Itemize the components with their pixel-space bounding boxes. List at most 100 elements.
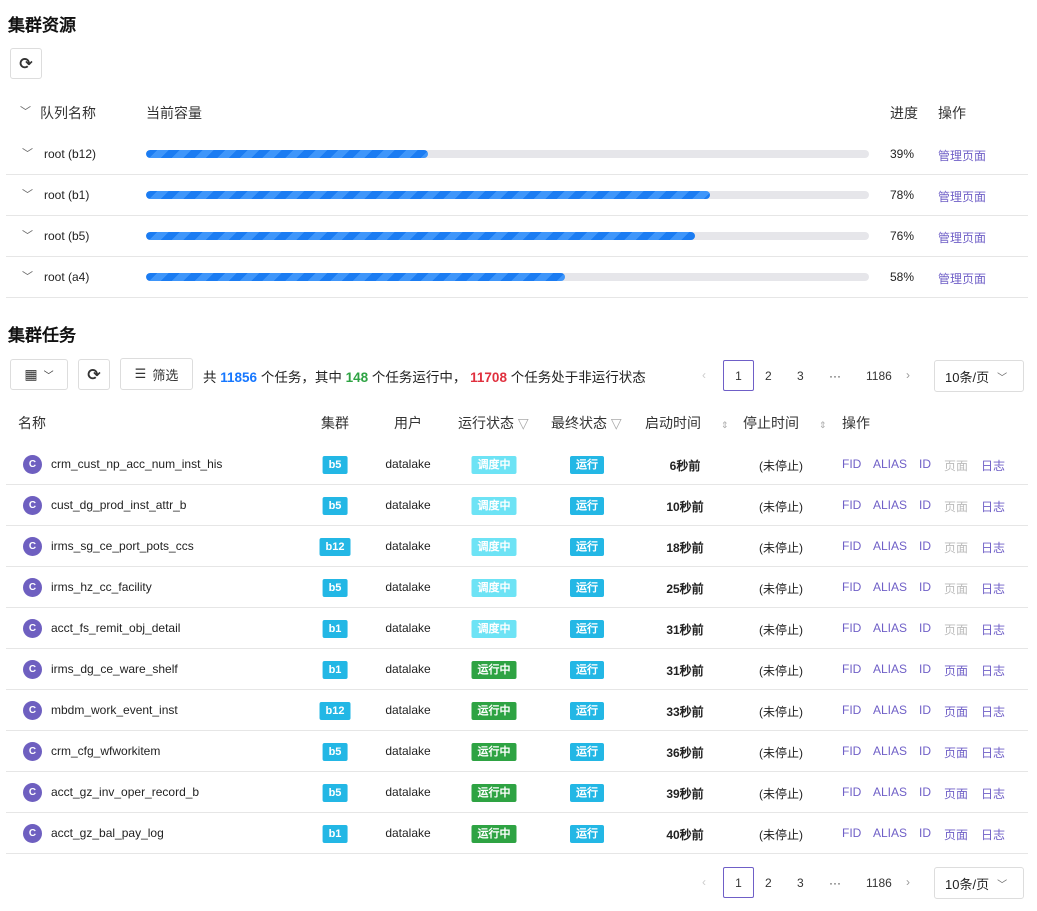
op-link-link[interactable]: 页面 [944,541,969,555]
task-name[interactable]: acct_fs_remit_obj_detail [51,621,181,635]
op-id-link[interactable]: ID [919,498,931,512]
op-id-link[interactable]: ID [919,580,931,594]
op-alias-link[interactable]: ALIAS [873,580,908,594]
op-alias-link[interactable]: ALIAS [873,539,908,553]
op-link-link[interactable]: 日志 [981,787,1006,801]
op-id-link[interactable]: ID [919,457,931,471]
prev-page-icon[interactable]: ‹ [702,875,706,889]
page-0[interactable]: 1 [723,867,754,898]
op-link-link[interactable]: 页面 [944,500,969,514]
op-link-link[interactable]: 日志 [981,705,1006,719]
op-link-link[interactable]: 页面 [944,746,969,760]
op-alias-link[interactable]: ALIAS [873,703,908,717]
page-0[interactable]: 1 [723,360,754,391]
header-final-state[interactable]: 最终状态 ▽ [551,413,622,433]
task-name[interactable]: cust_dg_prod_inst_attr_b [51,498,187,512]
op-alias-link[interactable]: ALIAS [873,662,908,676]
task-name[interactable]: irms_sg_ce_port_pots_ccs [51,539,194,553]
op-fid-link[interactable]: FID [842,703,862,717]
page-2[interactable]: 3 [797,876,804,890]
op-fid-link[interactable]: FID [842,580,862,594]
expand-all-icon[interactable]: ﹀ [20,106,31,118]
op-fid-link[interactable]: FID [842,539,862,553]
next-page-icon[interactable]: › [906,875,910,889]
op-fid-link[interactable]: FID [842,621,862,635]
prev-page-icon[interactable]: ‹ [702,368,706,382]
refresh-tasks-button[interactable]: ⟳ [78,359,110,390]
expand-icon[interactable]: ﹀ [22,148,33,160]
filter-icon[interactable]: ▽ [610,415,622,431]
op-link-link[interactable]: 日志 [981,541,1006,555]
task-name[interactable]: crm_cfg_wfworkitem [51,744,161,758]
page-1[interactable]: 2 [765,876,772,890]
op-fid-link[interactable]: FID [842,662,862,676]
page-1[interactable]: 2 [765,369,772,383]
header-run-state[interactable]: 运行状态 ▽ [458,413,529,433]
page-3[interactable]: ··· [829,876,841,890]
op-alias-link[interactable]: ALIAS [873,785,908,799]
next-page-icon[interactable]: › [906,368,910,382]
page-size-select[interactable]: 10条/页 ﹀ [934,867,1024,899]
op-alias-link[interactable]: ALIAS [873,621,908,635]
op-id-link[interactable]: ID [919,785,931,799]
manage-page-link[interactable]: 管理页面 [938,149,987,163]
page-3[interactable]: ··· [829,369,841,383]
op-link-link[interactable]: 页面 [944,623,969,637]
op-link-link[interactable]: 页面 [944,664,969,678]
op-link-link[interactable]: 日志 [981,828,1006,842]
op-id-link[interactable]: ID [919,662,931,676]
op-link-link[interactable]: 页面 [944,582,969,596]
header-start-time[interactable]: 启动时间 ⇕ [645,413,728,433]
op-fid-link[interactable]: FID [842,744,862,758]
op-link-link[interactable]: 页面 [944,705,969,719]
op-id-link[interactable]: ID [919,744,931,758]
filter-icon[interactable]: ▽ [517,415,529,431]
filter-button[interactable]: ☰ 筛选 [120,358,193,390]
manage-page-link[interactable]: 管理页面 [938,231,987,245]
task-name[interactable]: crm_cust_np_acc_num_inst_his [51,457,223,471]
op-fid-link[interactable]: FID [842,457,862,471]
op-alias-link[interactable]: ALIAS [873,744,908,758]
op-fid-link[interactable]: FID [842,826,862,840]
column-settings-button[interactable]: ▦ ﹀ [10,359,68,390]
op-link-link[interactable]: 日志 [981,746,1006,760]
task-name[interactable]: acct_gz_bal_pay_log [51,826,164,840]
manage-page-link[interactable]: 管理页面 [938,190,987,204]
run-state-tag: 运行中 [471,784,517,802]
op-id-link[interactable]: ID [919,539,931,553]
sort-icon[interactable]: ⇕ [818,420,827,430]
op-link-link[interactable]: 页面 [944,787,969,801]
op-link-link[interactable]: 日志 [981,459,1006,473]
page-4[interactable]: 1186 [866,369,892,383]
task-name[interactable]: acct_gz_inv_oper_record_b [51,785,200,799]
op-link-link[interactable]: 日志 [981,500,1006,514]
op-id-link[interactable]: ID [919,621,931,635]
op-link-link[interactable]: 页面 [944,459,969,473]
page-4[interactable]: 1186 [866,876,892,890]
op-id-link[interactable]: ID [919,703,931,717]
op-id-link[interactable]: ID [919,826,931,840]
page-2[interactable]: 3 [797,369,804,383]
task-name[interactable]: irms_hz_cc_facility [51,580,152,594]
op-link-link[interactable]: 日志 [981,623,1006,637]
op-link-link[interactable]: 日志 [981,664,1006,678]
expand-icon[interactable]: ﹀ [22,230,33,242]
refresh-resources-button[interactable]: ⟳ [10,48,42,79]
task-name[interactable]: irms_dg_ce_ware_shelf [51,662,178,676]
task-name[interactable]: mbdm_work_event_inst [51,703,178,717]
sort-icon[interactable]: ⇕ [720,420,729,430]
run-state-tag: 运行中 [471,825,517,843]
op-alias-link[interactable]: ALIAS [873,457,908,471]
expand-icon[interactable]: ﹀ [22,189,33,201]
op-link-link[interactable]: 日志 [981,582,1006,596]
op-link-link[interactable]: 页面 [944,828,969,842]
avatar: C [23,455,42,474]
op-fid-link[interactable]: FID [842,498,862,512]
manage-page-link[interactable]: 管理页面 [938,272,987,286]
page-size-select[interactable]: 10条/页 ﹀ [934,360,1024,392]
header-stop-time[interactable]: 停止时间 ⇕ [743,413,826,433]
op-fid-link[interactable]: FID [842,785,862,799]
op-alias-link[interactable]: ALIAS [873,826,908,840]
op-alias-link[interactable]: ALIAS [873,498,908,512]
expand-icon[interactable]: ﹀ [22,271,33,283]
